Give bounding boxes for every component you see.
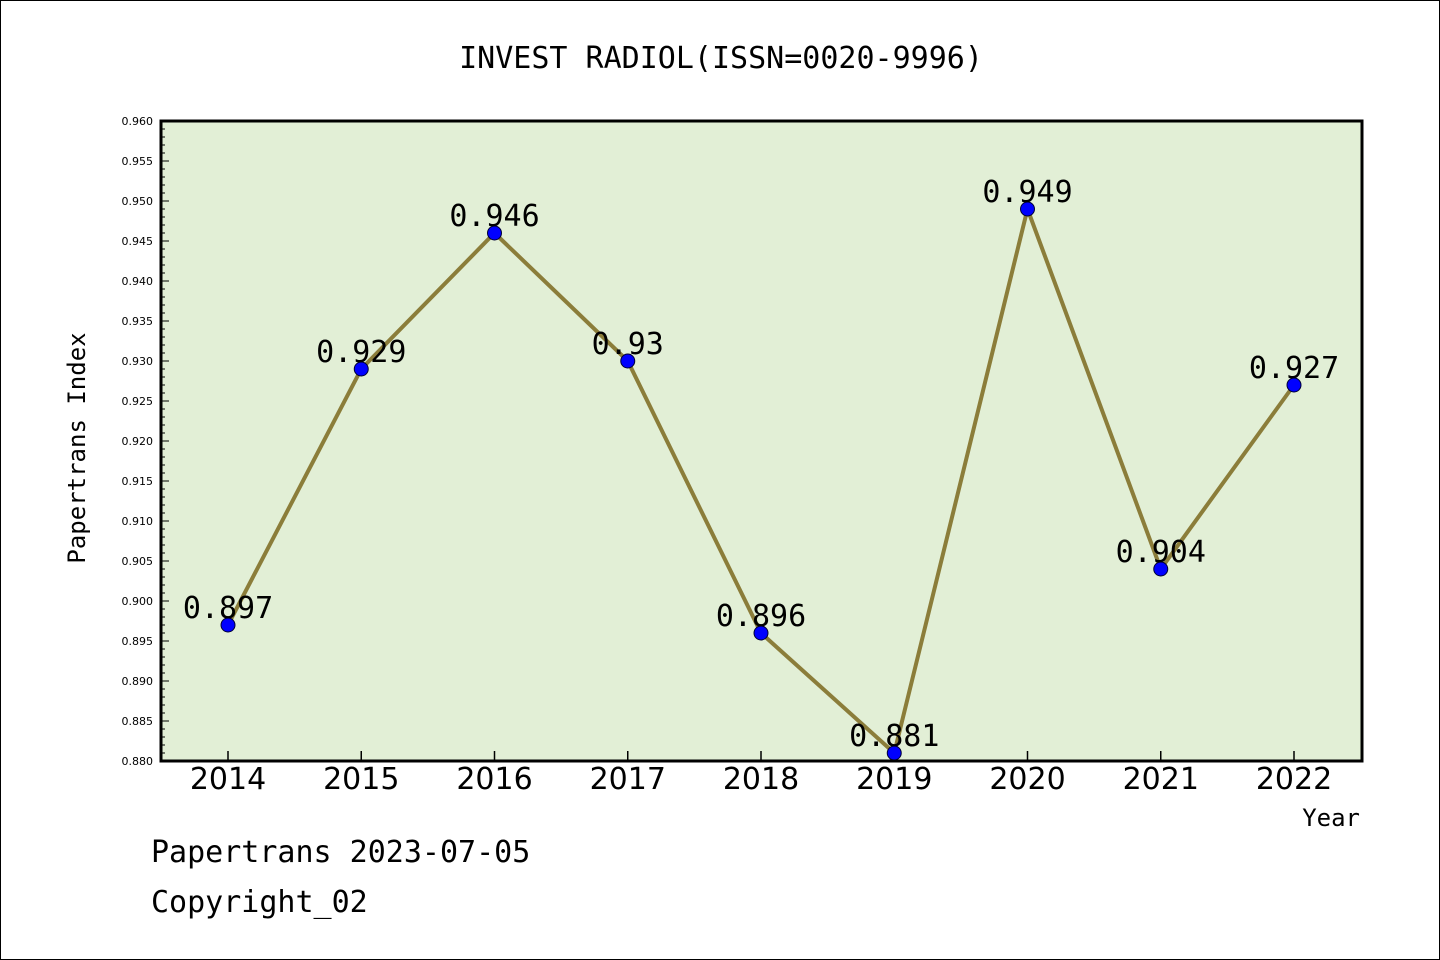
y-tick-label: 0.925 [122,395,154,408]
y-tick-label: 0.950 [122,195,154,208]
y-tick-label: 0.940 [122,275,154,288]
y-tick-label: 0.885 [122,715,154,728]
y-tick-label: 0.960 [122,115,154,128]
y-tick-label: 0.930 [122,355,154,368]
x-tick-label: 2016 [456,762,532,797]
data-point [620,353,636,369]
x-tick-label: 2020 [989,762,1065,797]
y-tick-label: 0.895 [122,635,154,648]
data-label: 0.929 [316,335,406,370]
y-tick-label: 0.945 [122,235,154,248]
y-axis-label: Papertrans Index [63,332,91,563]
y-tick-label: 0.910 [122,515,154,528]
data-label: 0.949 [982,175,1072,210]
y-axis: 0.880 0.885 0.890 0.895 0.900 0.905 0.910 0.915… [122,115,169,768]
y-tick-label: 0.920 [122,435,154,448]
x-tick-label: 2014 [190,762,266,797]
x-tick-label: 2019 [856,762,932,797]
data-point [353,361,369,377]
y-tick-label: 0.900 [122,595,154,608]
data-label: 0.904 [1116,535,1206,570]
plot-area [161,121,1362,761]
data-point [220,617,236,633]
x-tick-label: 2018 [723,762,799,797]
y-tick-label: 0.935 [122,315,154,328]
data-label: 0.927 [1249,351,1339,386]
y-tick-label: 0.905 [122,555,154,568]
plot-frame [159,119,1364,763]
y-tick-label: 0.915 [122,475,154,488]
y-tick-label: 0.880 [122,755,154,768]
y-tick-label: 0.890 [122,675,154,688]
y-tick-label: 0.955 [122,155,154,168]
data-label: 0.93 [592,327,664,362]
chart-title: INVEST RADIOL(ISSN=0020-9996) [459,41,983,76]
data-label: 0.881 [849,719,939,754]
x-tick-label: 2021 [1123,762,1199,797]
x-tick-label: 2022 [1256,762,1332,797]
data-label: 0.946 [449,199,539,234]
data-point [1153,561,1169,577]
data-label: 0.896 [716,599,806,634]
data-label: 0.897 [183,591,273,626]
data-point [487,225,502,241]
x-axis: 2014 2015 2016 2017 2018 2019 2020 2021 2022 [190,751,1332,797]
series-layer: 0.897 0.929 0.946 0.93 0.896 0.881 0.949 0.904 0… [183,175,1339,761]
x-tick-label: 2017 [590,762,666,797]
footer-copyright: Copyright_02 [151,885,368,920]
footer-date: Papertrans 2023-07-05 [151,835,531,870]
data-point [1020,201,1035,217]
data-point [1286,377,1302,393]
x-tick-label: 2015 [323,762,399,797]
x-axis-label: Year [1302,804,1360,832]
data-point [753,625,769,641]
